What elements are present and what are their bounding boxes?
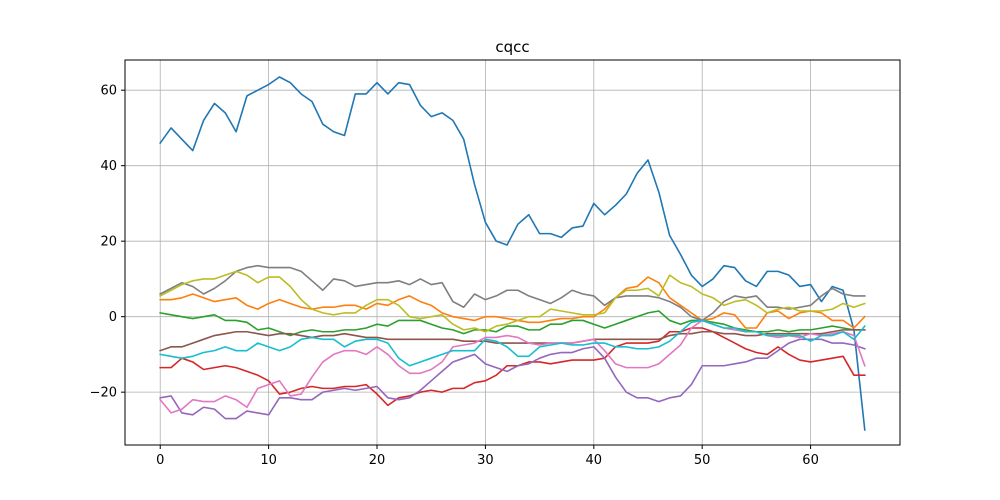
chart-title: cqcc — [495, 38, 529, 56]
series-line-7 — [159, 264, 866, 322]
series-line-0 — [159, 76, 866, 431]
x-tick-label: 0 — [156, 453, 164, 468]
series-line-4 — [159, 338, 866, 420]
y-tick-label: 40 — [100, 159, 117, 174]
series-group — [159, 76, 866, 431]
x-tick-label: 60 — [802, 453, 819, 468]
y-tick-label: 20 — [100, 235, 117, 250]
x-tick-label: 40 — [586, 453, 603, 468]
y-tick-label: −20 — [90, 386, 117, 401]
grid — [125, 60, 900, 445]
plot-frame — [124, 59, 901, 446]
series-line-5 — [159, 329, 866, 352]
x-tick-label: 30 — [477, 453, 494, 468]
x-tick-label: 20 — [369, 453, 386, 468]
x-tick-label: 50 — [694, 453, 711, 468]
y-tick-label: 60 — [100, 84, 117, 99]
x-tick-label: 10 — [260, 453, 277, 468]
series-line-3 — [159, 327, 866, 407]
series-line-1 — [159, 276, 866, 329]
series-line-9 — [159, 319, 866, 367]
series-line-2 — [159, 310, 866, 337]
y-tick-label: 0 — [109, 310, 117, 325]
axes: 0 10 20 30 40 50 60 −20 0 20 40 60 — [90, 84, 819, 468]
series-line-8 — [159, 270, 866, 333]
